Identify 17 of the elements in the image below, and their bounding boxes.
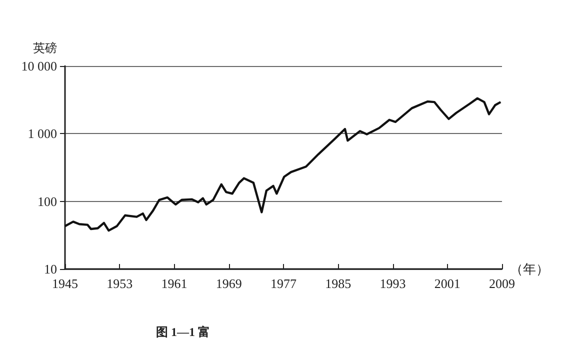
line-series bbox=[64, 97, 502, 232]
y-tick-label: 100 bbox=[38, 194, 57, 209]
x-tick-label: 1961 bbox=[161, 276, 188, 291]
y-tick-label: 10 bbox=[44, 262, 57, 276]
x-tick-label: 1969 bbox=[216, 276, 242, 291]
x-tick-label: 2001 bbox=[434, 276, 460, 291]
x-tick-label: 1985 bbox=[325, 276, 352, 291]
x-tick-label: 1993 bbox=[380, 276, 406, 291]
x-tick-label: 1945 bbox=[52, 276, 78, 291]
y-tick-label: 1 000 bbox=[28, 126, 57, 142]
x-tick-label: 1977 bbox=[270, 276, 297, 291]
caption: 图 1—1 富 bbox=[156, 325, 210, 339]
y-axis-title: 英磅 bbox=[33, 41, 57, 55]
x-tick-label: 2009 bbox=[489, 276, 515, 291]
y-tick-label: 10 000 bbox=[21, 58, 57, 74]
x-tick-label: 1953 bbox=[106, 276, 133, 291]
x-axis-title: （年） bbox=[510, 262, 549, 276]
